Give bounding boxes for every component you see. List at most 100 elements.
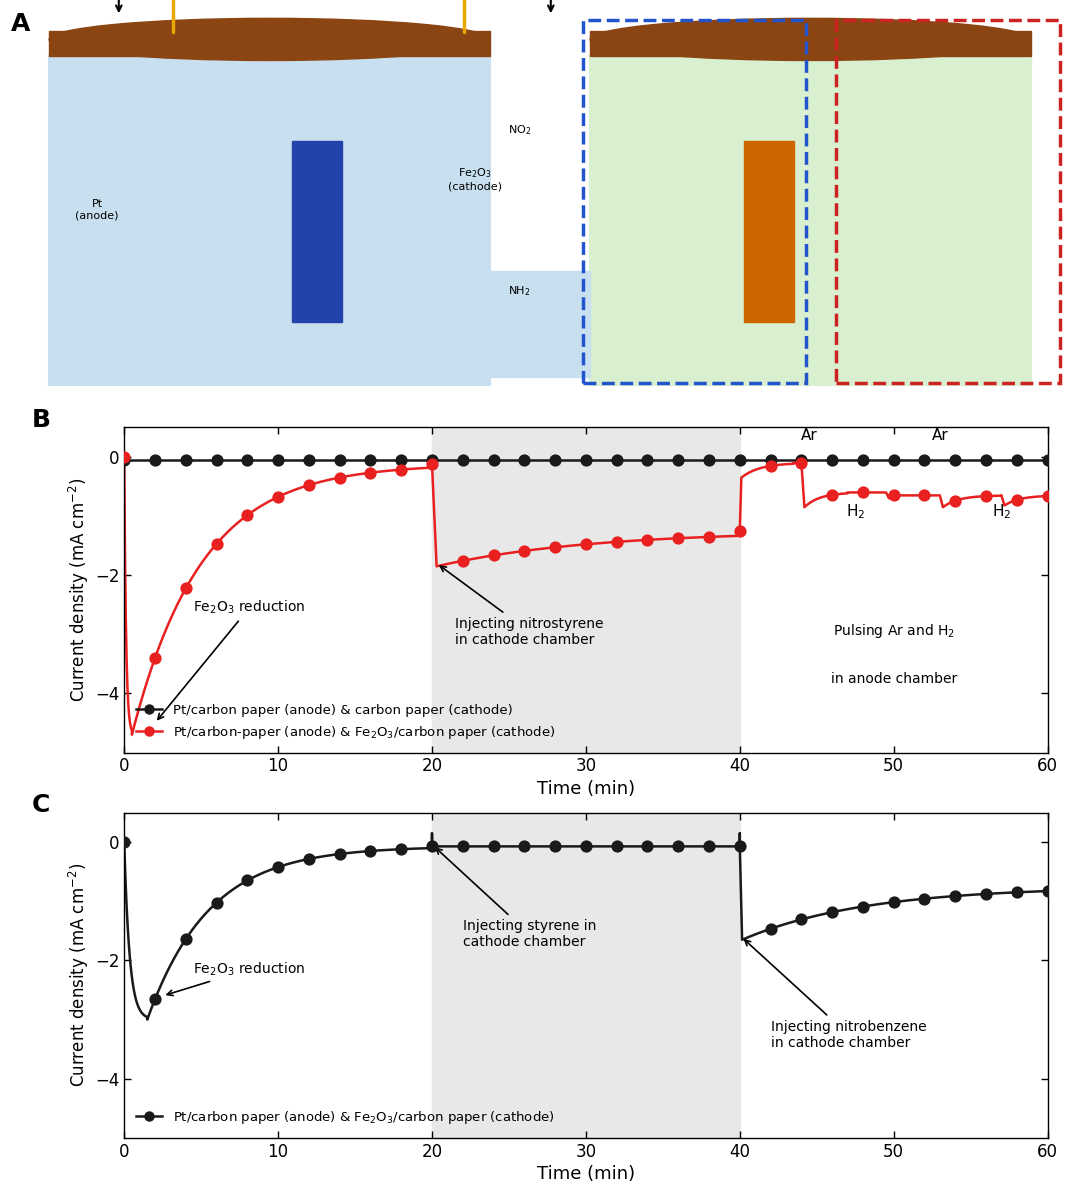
Bar: [432, 427, 740, 752]
Point: [670, 529, 687, 548]
Point: [515, 837, 532, 856]
Point: [454, 837, 471, 856]
Point: [977, 486, 995, 506]
Point: [731, 450, 748, 470]
Point: [300, 849, 318, 868]
Point: [177, 450, 194, 470]
Text: Pt
(anode): Pt (anode): [76, 200, 119, 222]
Point: [116, 450, 133, 470]
Point: [946, 886, 963, 905]
Point: [392, 839, 409, 858]
Text: NH$_2$: NH$_2$: [508, 284, 530, 299]
Text: Pulsing Ar and H$_2$

in anode chamber: Pulsing Ar and H$_2$ in anode chamber: [831, 622, 957, 686]
Text: NO$_2$: NO$_2$: [508, 123, 531, 137]
Point: [423, 837, 441, 856]
Point: [546, 538, 564, 557]
Point: [1039, 486, 1056, 506]
Text: Fe$_2$O$_3$ reduction: Fe$_2$O$_3$ reduction: [167, 961, 306, 996]
Point: [362, 842, 379, 861]
Legend: Pt/carbon paper (anode) & Fe$_2$O$_3$/carbon paper (cathode): Pt/carbon paper (anode) & Fe$_2$O$_3$/ca…: [131, 1104, 559, 1132]
Ellipse shape: [590, 18, 1031, 60]
Point: [546, 450, 564, 470]
Bar: [744, 141, 795, 321]
Point: [269, 450, 286, 470]
Point: [823, 485, 840, 504]
Text: Injecting styrene in
cathode chamber: Injecting styrene in cathode chamber: [436, 849, 596, 949]
Point: [116, 448, 133, 467]
Point: [916, 889, 933, 908]
Point: [207, 535, 225, 554]
Point: [916, 485, 933, 504]
Point: [423, 454, 441, 473]
Point: [485, 545, 502, 565]
Point: [269, 488, 286, 507]
Point: [330, 450, 348, 470]
Y-axis label: Current density (mA cm$^{-2}$): Current density (mA cm$^{-2}$): [67, 478, 91, 702]
Point: [1008, 490, 1025, 509]
Text: A: A: [11, 12, 30, 36]
Point: [207, 893, 225, 913]
X-axis label: Time (min): Time (min): [537, 1164, 635, 1182]
Bar: [490, 271, 590, 377]
Point: [454, 450, 471, 470]
Point: [886, 485, 903, 504]
Point: [423, 450, 441, 470]
Y-axis label: Current density (mA cm$^{-2}$): Current density (mA cm$^{-2}$): [67, 863, 91, 1087]
Point: [146, 450, 164, 470]
Bar: [292, 141, 341, 321]
Point: [946, 491, 963, 510]
Point: [854, 897, 872, 916]
Point: [485, 837, 502, 856]
Text: Fe$_2$O$_3$
(cathode): Fe$_2$O$_3$ (cathode): [448, 166, 502, 191]
Point: [239, 450, 256, 470]
Point: [638, 530, 656, 549]
Point: [177, 579, 194, 598]
Ellipse shape: [49, 18, 490, 60]
Point: [577, 535, 594, 554]
Point: [362, 450, 379, 470]
Point: [886, 450, 903, 470]
Point: [577, 450, 594, 470]
Point: [638, 450, 656, 470]
Point: [239, 506, 256, 525]
Point: [608, 837, 625, 856]
Point: [700, 837, 717, 856]
Text: Fe$_2$O$_3$ reduction: Fe$_2$O$_3$ reduction: [158, 598, 306, 719]
Point: [977, 884, 995, 903]
Point: [515, 450, 532, 470]
Point: [1008, 450, 1025, 470]
Point: [1008, 883, 1025, 902]
Point: [362, 464, 379, 483]
Point: [485, 450, 502, 470]
Legend: Pt/carbon paper (anode) & carbon paper (cathode), Pt/carbon-paper (anode) & Fe$_: Pt/carbon paper (anode) & carbon paper (…: [131, 698, 561, 746]
Point: [392, 450, 409, 470]
Point: [761, 450, 779, 470]
Point: [886, 892, 903, 911]
Point: [146, 649, 164, 668]
Point: [793, 910, 810, 929]
Point: [793, 450, 810, 470]
Point: [700, 527, 717, 547]
Point: [546, 837, 564, 856]
Point: [731, 837, 748, 856]
X-axis label: Time (min): Time (min): [537, 779, 635, 797]
Bar: [590, 31, 1031, 57]
Point: [670, 450, 687, 470]
Text: Ar: Ar: [800, 429, 818, 443]
Point: [1039, 450, 1056, 470]
Point: [793, 453, 810, 472]
Bar: [49, 57, 490, 385]
Text: Injecting nitrobenzene
in cathode chamber: Injecting nitrobenzene in cathode chambe…: [745, 940, 927, 1050]
Point: [700, 450, 717, 470]
Point: [207, 450, 225, 470]
Point: [330, 468, 348, 488]
Point: [269, 857, 286, 877]
Point: [670, 837, 687, 856]
Point: [177, 929, 194, 949]
Bar: [49, 31, 490, 57]
Point: [608, 532, 625, 551]
Point: [823, 903, 840, 922]
Point: [946, 450, 963, 470]
Point: [761, 456, 779, 476]
Point: [638, 837, 656, 856]
